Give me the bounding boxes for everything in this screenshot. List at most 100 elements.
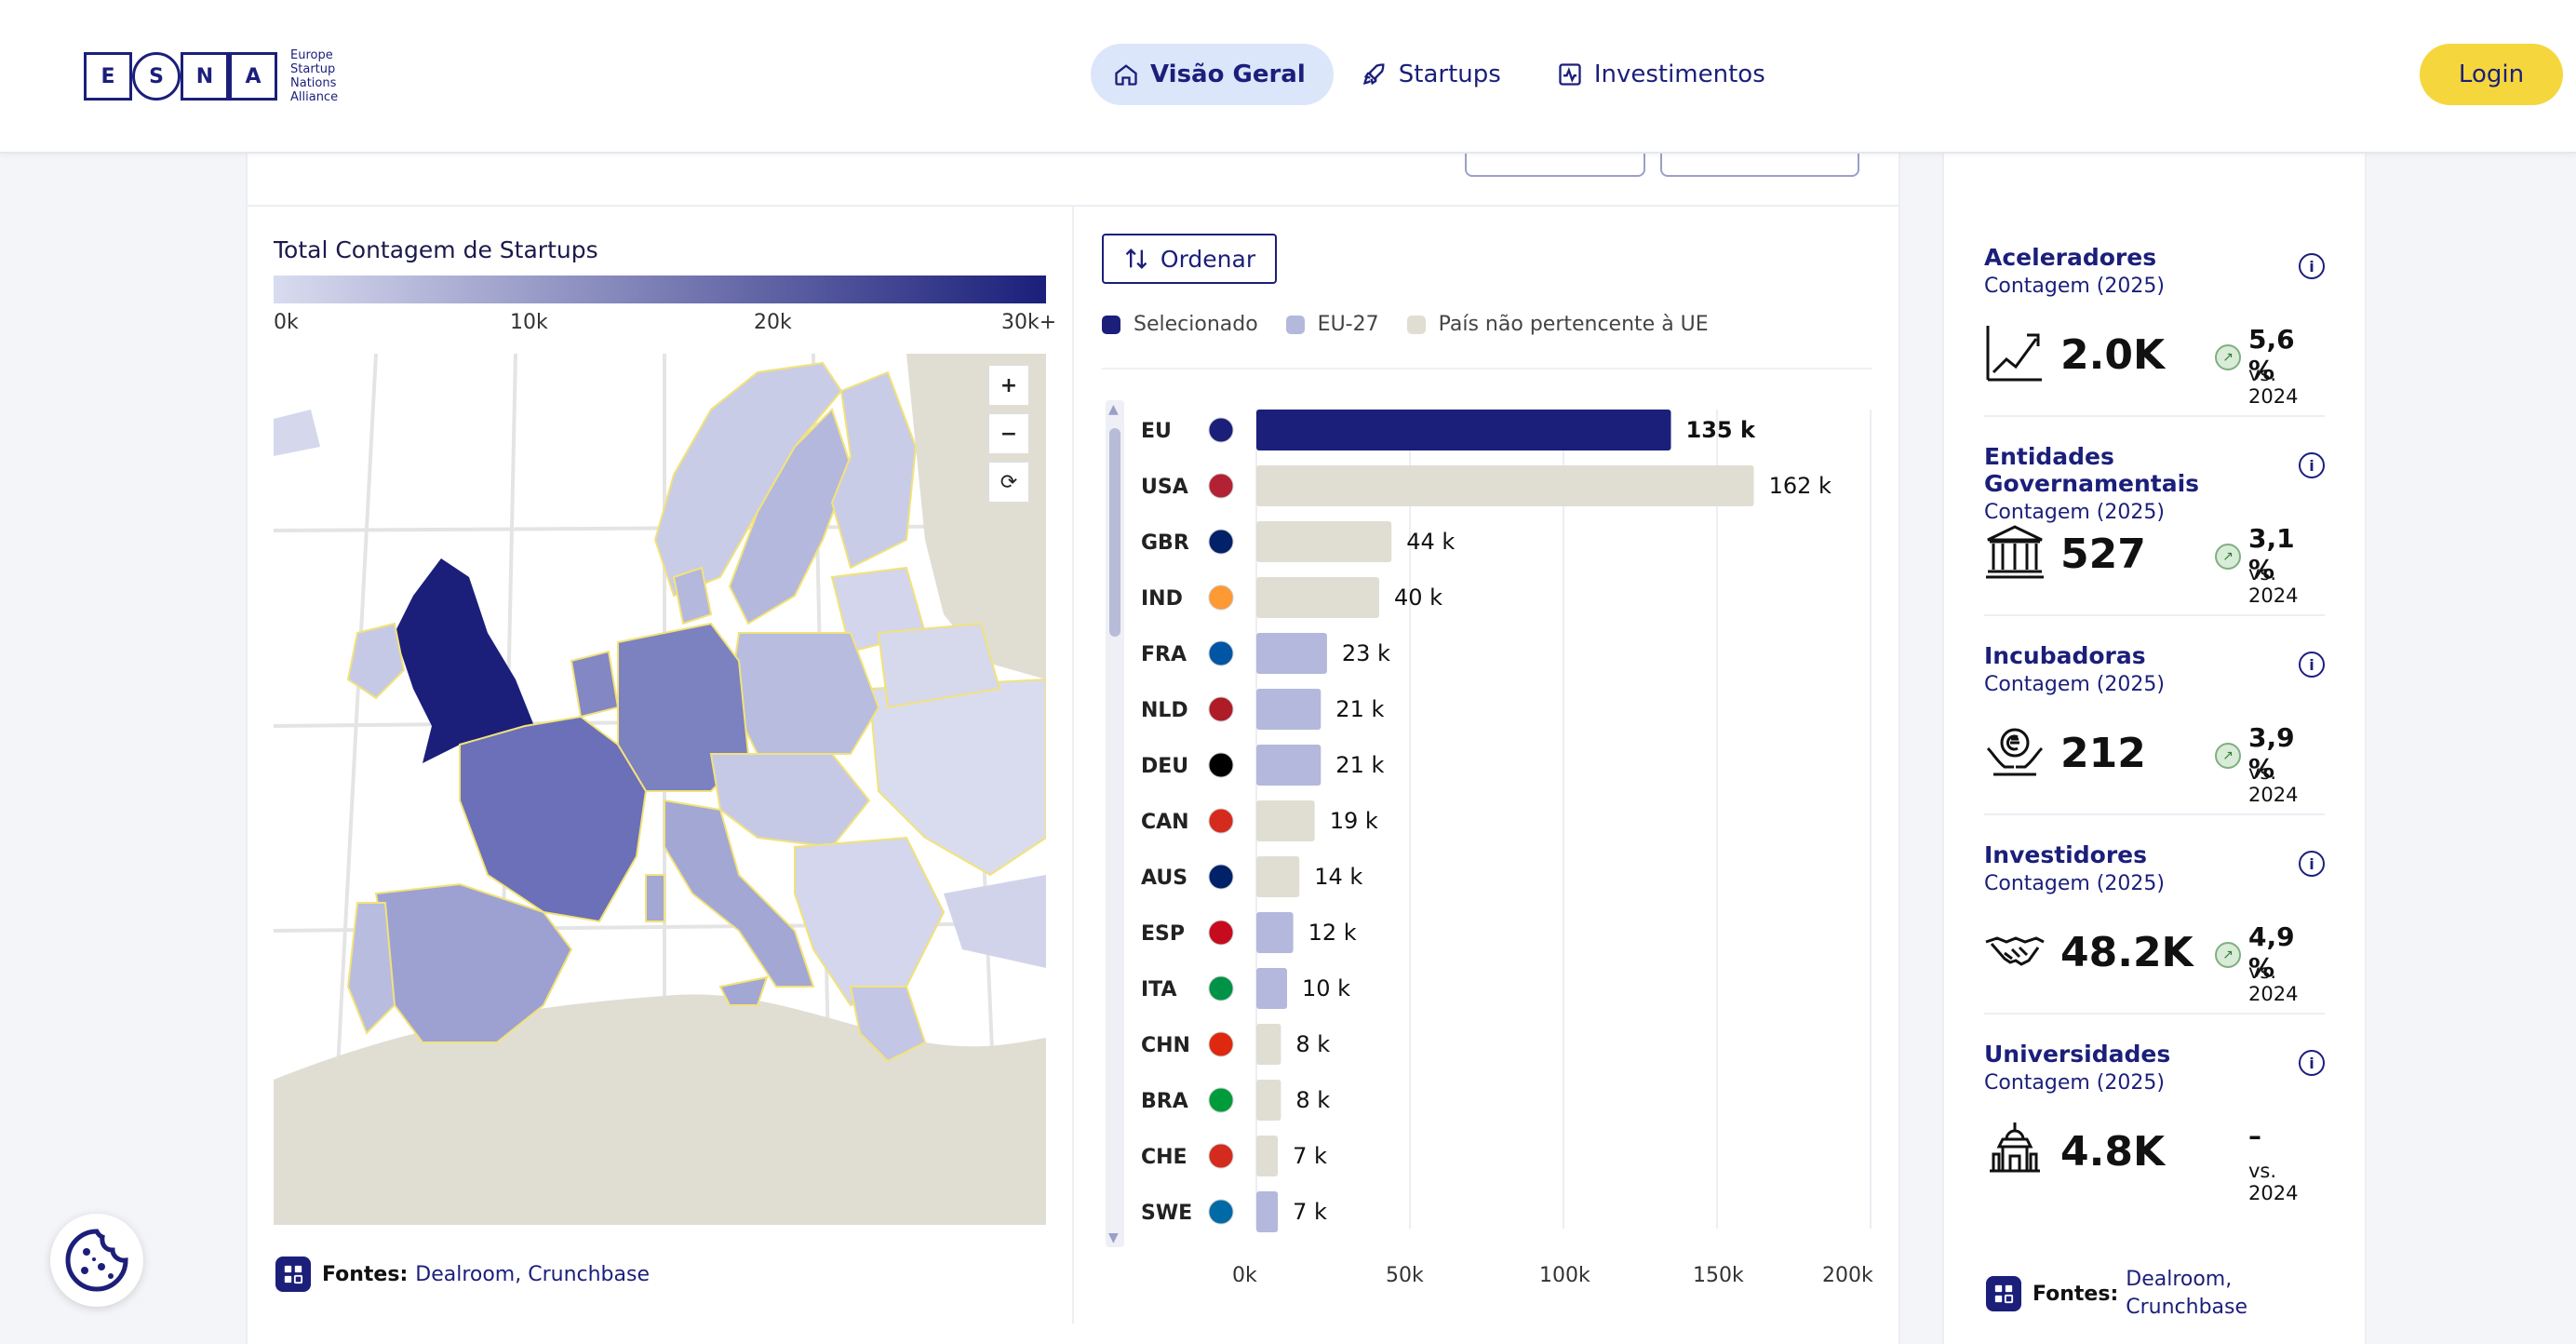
- map-region-benelux: [570, 650, 620, 719]
- country-flag-icon: [1208, 696, 1234, 722]
- bar-value-label: 8 k: [1295, 1031, 1330, 1057]
- country-flag-icon: [1208, 1143, 1234, 1169]
- scroll-up-arrow[interactable]: ▲: [1108, 402, 1119, 417]
- kpi-compare: vs. 2024: [2248, 961, 2299, 1005]
- country-flag-icon: [1208, 1087, 1234, 1113]
- nav-visao-geral[interactable]: Visão Geral: [1091, 44, 1334, 105]
- country-flag-icon: [1208, 1199, 1234, 1225]
- kpi-separator: [1984, 813, 2325, 815]
- x-tick-label: 50k: [1386, 1264, 1424, 1287]
- bar-nld[interactable]: [1256, 689, 1322, 730]
- sort-button[interactable]: Ordenar: [1102, 234, 1277, 284]
- scroll-down-arrow[interactable]: ▼: [1108, 1230, 1119, 1245]
- bar-value-label: 162 k: [1769, 473, 1831, 499]
- logo-tagline: Europe Startup Nations Alliance: [290, 48, 339, 104]
- info-icon[interactable]: i: [2299, 652, 2325, 678]
- bar-value-label: 135 k: [1686, 417, 1756, 443]
- kpi-change: 3,1 %: [2248, 523, 2295, 585]
- scrollbar-thumb[interactable]: [1109, 428, 1120, 637]
- nav-investimentos[interactable]: Investimentos: [1535, 44, 1793, 105]
- bar-aus[interactable]: [1256, 856, 1300, 897]
- cookie-settings-button[interactable]: [50, 1214, 143, 1307]
- map-color-scale: [274, 276, 1046, 303]
- trend-up-icon: ↗: [2215, 544, 2241, 570]
- bar-list-scrollbar[interactable]: ▲ ▼: [1106, 400, 1124, 1247]
- bar-eu[interactable]: [1256, 410, 1671, 450]
- kpi-value: 527: [2060, 531, 2146, 578]
- logo-letter-n: N: [181, 52, 229, 101]
- info-icon[interactable]: i: [2299, 851, 2325, 877]
- side-sources-links[interactable]: Dealroom, Crunchbase: [2126, 1268, 2248, 1319]
- bar-category-label: CHN: [1141, 1034, 1190, 1057]
- logo-letter-a: A: [229, 52, 277, 101]
- esna-logo[interactable]: E S N A Europe Startup Nations Alliance: [84, 48, 338, 104]
- bar-value-label: 14 k: [1314, 864, 1362, 890]
- info-icon[interactable]: i: [2299, 452, 2325, 478]
- bar-fra[interactable]: [1256, 633, 1327, 674]
- kpi-subtitle: Contagem (2025): [1984, 673, 2165, 696]
- kpi-title: Entidades Governamentais: [1984, 443, 2200, 497]
- bar-bra[interactable]: [1256, 1080, 1281, 1121]
- info-icon[interactable]: i: [2299, 253, 2325, 279]
- bar-category-label: NLD: [1141, 699, 1188, 722]
- legend-eu27: EU-27: [1285, 313, 1379, 336]
- map-reset-button[interactable]: ⟳: [988, 462, 1029, 503]
- trend-up-icon: ↗: [2215, 942, 2241, 968]
- nav-startups[interactable]: Startups: [1339, 44, 1529, 105]
- kpi-title: Aceleradores: [1984, 244, 2157, 271]
- kpi-value-row: 48.2K ↗ 4,9 % vs. 2024: [1984, 920, 2325, 1005]
- country-flag-icon: [1208, 864, 1234, 890]
- login-button[interactable]: Login: [2420, 44, 2563, 105]
- country-flag-icon: [1208, 417, 1234, 443]
- kpi-subtitle: Contagem (2025): [1984, 275, 2165, 298]
- bar-swe[interactable]: [1256, 1191, 1279, 1232]
- bar-category-label: DEU: [1141, 755, 1188, 778]
- kpi-compare: vs. 2024: [2248, 761, 2299, 806]
- x-tick-label: 0k: [1232, 1264, 1257, 1287]
- bar-esp[interactable]: [1256, 912, 1294, 953]
- kpi-separator: [1984, 415, 2325, 417]
- kpi-separator: [1984, 614, 2325, 616]
- map-region-denmark: [672, 566, 713, 625]
- europe-choropleth-map[interactable]: [274, 354, 1046, 1225]
- kpi-change: –: [2248, 1121, 2261, 1151]
- kpi-value-row: 4.8K – vs. 2024: [1984, 1119, 2325, 1204]
- bar-chn[interactable]: [1256, 1024, 1281, 1065]
- panel-vertical-divider: [1072, 207, 1074, 1324]
- map-region-portugal: [346, 902, 396, 1035]
- bar-value-label: 21 k: [1335, 696, 1384, 722]
- map-region-ukraine: [867, 678, 1046, 877]
- bar-ind[interactable]: [1256, 577, 1379, 618]
- bar-category-label: CAN: [1141, 811, 1189, 834]
- activity-icon: [1559, 63, 1581, 86]
- bar-deu[interactable]: [1256, 745, 1322, 786]
- sort-icon: [1125, 249, 1147, 269]
- sources-icon: [1986, 1276, 2021, 1311]
- bar-che[interactable]: [1256, 1136, 1279, 1176]
- bar-usa[interactable]: [1256, 465, 1754, 506]
- kpi-change: 4,9 %: [2248, 921, 2295, 983]
- kpi-title: Incubadoras: [1984, 642, 2146, 669]
- map-zoom-out-button[interactable]: −: [988, 413, 1029, 454]
- map-zoom-in-button[interactable]: +: [988, 365, 1029, 406]
- growth-chart-icon: [1984, 322, 2046, 387]
- legend-swatch: [1406, 315, 1426, 334]
- bar-gbr[interactable]: [1256, 521, 1392, 562]
- kpi-value-row: 212 ↗ 3,9 % vs. 2024: [1984, 720, 2325, 806]
- info-icon[interactable]: i: [2299, 1050, 2325, 1076]
- x-tick-label: 200k: [1822, 1264, 1873, 1287]
- country-flag-icon: [1208, 473, 1234, 499]
- startup-count-bar-chart: EU 135 k USA 162 k GBR 44 k IND 40 k FRA 23 k NLD 2…: [1141, 410, 1872, 1232]
- bar-can[interactable]: [1256, 800, 1315, 841]
- country-flag-icon: [1208, 1031, 1234, 1057]
- trend-up-icon: ↗: [2215, 743, 2241, 769]
- bar-value-label: 8 k: [1295, 1087, 1330, 1113]
- bar-category-label: CHE: [1141, 1146, 1187, 1169]
- kpi-change: 5,6 %: [2248, 324, 2295, 385]
- kpi-compare: vs. 2024: [2248, 562, 2299, 607]
- kpi-subtitle: Contagem (2025): [1984, 872, 2165, 895]
- rocket-icon: [1362, 63, 1385, 86]
- bar-category-label: GBR: [1141, 531, 1189, 555]
- sources-links[interactable]: Dealroom, Crunchbase: [415, 1262, 650, 1286]
- bar-ita[interactable]: [1256, 968, 1287, 1009]
